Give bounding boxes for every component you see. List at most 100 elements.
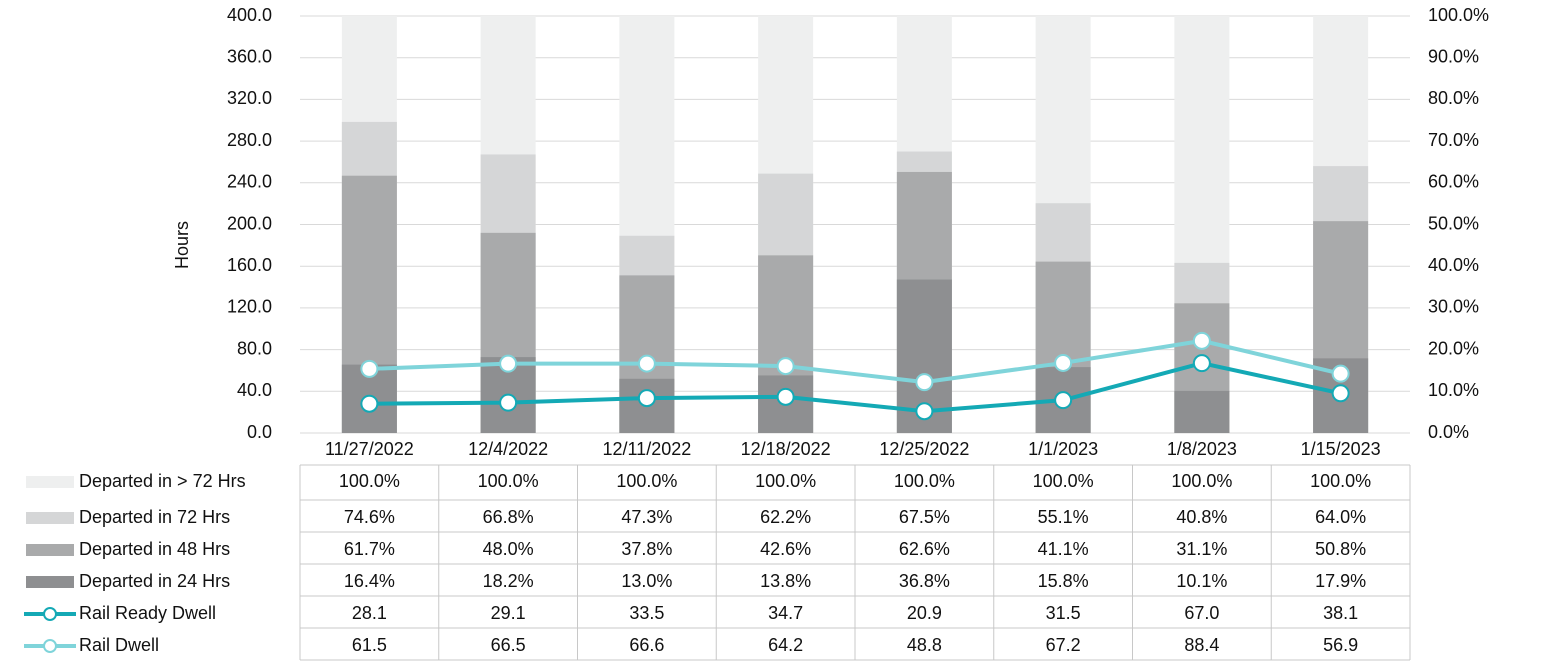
table-value: 47.3%	[621, 507, 672, 527]
table-value: 66.8%	[483, 507, 534, 527]
legend-swatch	[26, 576, 74, 588]
table-value: 67.2	[1046, 635, 1081, 655]
table-value: 100.0%	[755, 471, 816, 491]
y-tick-label: 400.0	[227, 5, 272, 25]
table-value: 88.4	[1184, 635, 1219, 655]
marker	[637, 354, 656, 373]
table-value: 34.7	[768, 603, 803, 623]
marker	[1331, 384, 1350, 403]
y2-tick-label: 50.0%	[1428, 213, 1479, 233]
marker	[1054, 391, 1073, 410]
table-value: 61.7%	[344, 539, 395, 559]
table-value: 100.0%	[1171, 471, 1232, 491]
y-tick-label: 280.0	[227, 130, 272, 150]
y2-tick-label: 40.0%	[1428, 255, 1479, 275]
x-tick-label: 1/8/2023	[1167, 439, 1237, 459]
y-tick-label: 80.0	[237, 338, 272, 358]
y-tick-label: 160.0	[227, 255, 272, 275]
y-tick-label: 200.0	[227, 213, 272, 233]
y-tick-label: 0.0	[247, 422, 272, 442]
x-tick-label: 12/25/2022	[879, 439, 969, 459]
legend-label: Departed in 72 Hrs	[79, 507, 230, 527]
table-value: 33.5	[629, 603, 664, 623]
x-tick-label: 1/15/2023	[1301, 439, 1381, 459]
table-value: 100.0%	[1033, 471, 1094, 491]
table-value: 36.8%	[899, 571, 950, 591]
x-tick-label: 12/18/2022	[741, 439, 831, 459]
marker	[776, 357, 795, 376]
y2-tick-label: 30.0%	[1428, 297, 1479, 317]
table-value: 50.8%	[1315, 539, 1366, 559]
marker	[499, 393, 518, 412]
legend-marker	[43, 607, 57, 621]
table-value: 40.8%	[1176, 507, 1227, 527]
marker	[1331, 364, 1350, 383]
y2-tick-label: 20.0%	[1428, 338, 1479, 358]
line	[369, 338, 1342, 385]
marker	[1192, 331, 1211, 350]
table-value: 13.8%	[760, 571, 811, 591]
y2-tick-label: 60.0%	[1428, 172, 1479, 192]
y2-tick-label: 100.0%	[1428, 5, 1489, 25]
y2-tick-label: 90.0%	[1428, 46, 1479, 66]
marker	[915, 373, 934, 392]
x-tick-label: 1/1/2023	[1028, 439, 1098, 459]
x-tick-label: 12/4/2022	[468, 439, 548, 459]
table-value: 100.0%	[894, 471, 955, 491]
bar	[1174, 390, 1230, 433]
table-value: 15.8%	[1038, 571, 1089, 591]
marker	[915, 402, 934, 421]
x-tick-label: 12/11/2022	[602, 439, 691, 459]
marker	[499, 354, 518, 373]
table-value: 62.6%	[899, 539, 950, 559]
y-tick-label: 120.0	[227, 297, 272, 317]
table-value: 61.5	[352, 635, 387, 655]
table-value: 62.2%	[760, 507, 811, 527]
table-value: 66.6	[629, 635, 664, 655]
y-axis-label: Hours	[172, 221, 192, 269]
marker	[776, 387, 795, 406]
y-tick-label: 320.0	[227, 88, 272, 108]
legend-swatch	[26, 544, 74, 556]
legend-label: Departed in > 72 Hrs	[79, 471, 246, 491]
table-value: 20.9	[907, 603, 942, 623]
table-value: 31.5	[1046, 603, 1081, 623]
table-value: 31.1%	[1176, 539, 1227, 559]
table-value: 55.1%	[1038, 507, 1089, 527]
table-value: 41.1%	[1038, 539, 1089, 559]
legend-label: Departed in 48 Hrs	[79, 539, 230, 559]
table-value: 100.0%	[478, 471, 539, 491]
table-value: 37.8%	[621, 539, 672, 559]
marker	[360, 394, 379, 413]
table-value: 64.2	[768, 635, 803, 655]
y-tick-label: 360.0	[227, 46, 272, 66]
marker	[1054, 353, 1073, 372]
table-value: 28.1	[352, 603, 387, 623]
table-value: 56.9	[1323, 635, 1358, 655]
legend-swatch	[26, 512, 74, 524]
table-value: 38.1	[1323, 603, 1358, 623]
y-tick-label: 40.0	[237, 380, 272, 400]
table-value: 16.4%	[344, 571, 395, 591]
marker	[637, 389, 656, 408]
marker	[1192, 354, 1211, 373]
legend-label: Rail Dwell	[79, 635, 159, 655]
marker	[360, 359, 379, 378]
table-value: 48.0%	[483, 539, 534, 559]
legend-marker	[43, 639, 57, 653]
line	[369, 361, 1342, 414]
table-value: 67.5%	[899, 507, 950, 527]
table-value: 100.0%	[339, 471, 400, 491]
table-value: 29.1	[491, 603, 526, 623]
y-tick-label: 240.0	[227, 172, 272, 192]
y2-tick-label: 10.0%	[1428, 380, 1479, 400]
table-value: 13.0%	[621, 571, 672, 591]
y2-tick-label: 80.0%	[1428, 88, 1479, 108]
x-tick-label: 11/27/2022	[325, 439, 414, 459]
y2-tick-label: 70.0%	[1428, 130, 1479, 150]
legend-label: Rail Ready Dwell	[79, 603, 216, 623]
table-value: 17.9%	[1315, 571, 1366, 591]
table-value: 100.0%	[616, 471, 677, 491]
